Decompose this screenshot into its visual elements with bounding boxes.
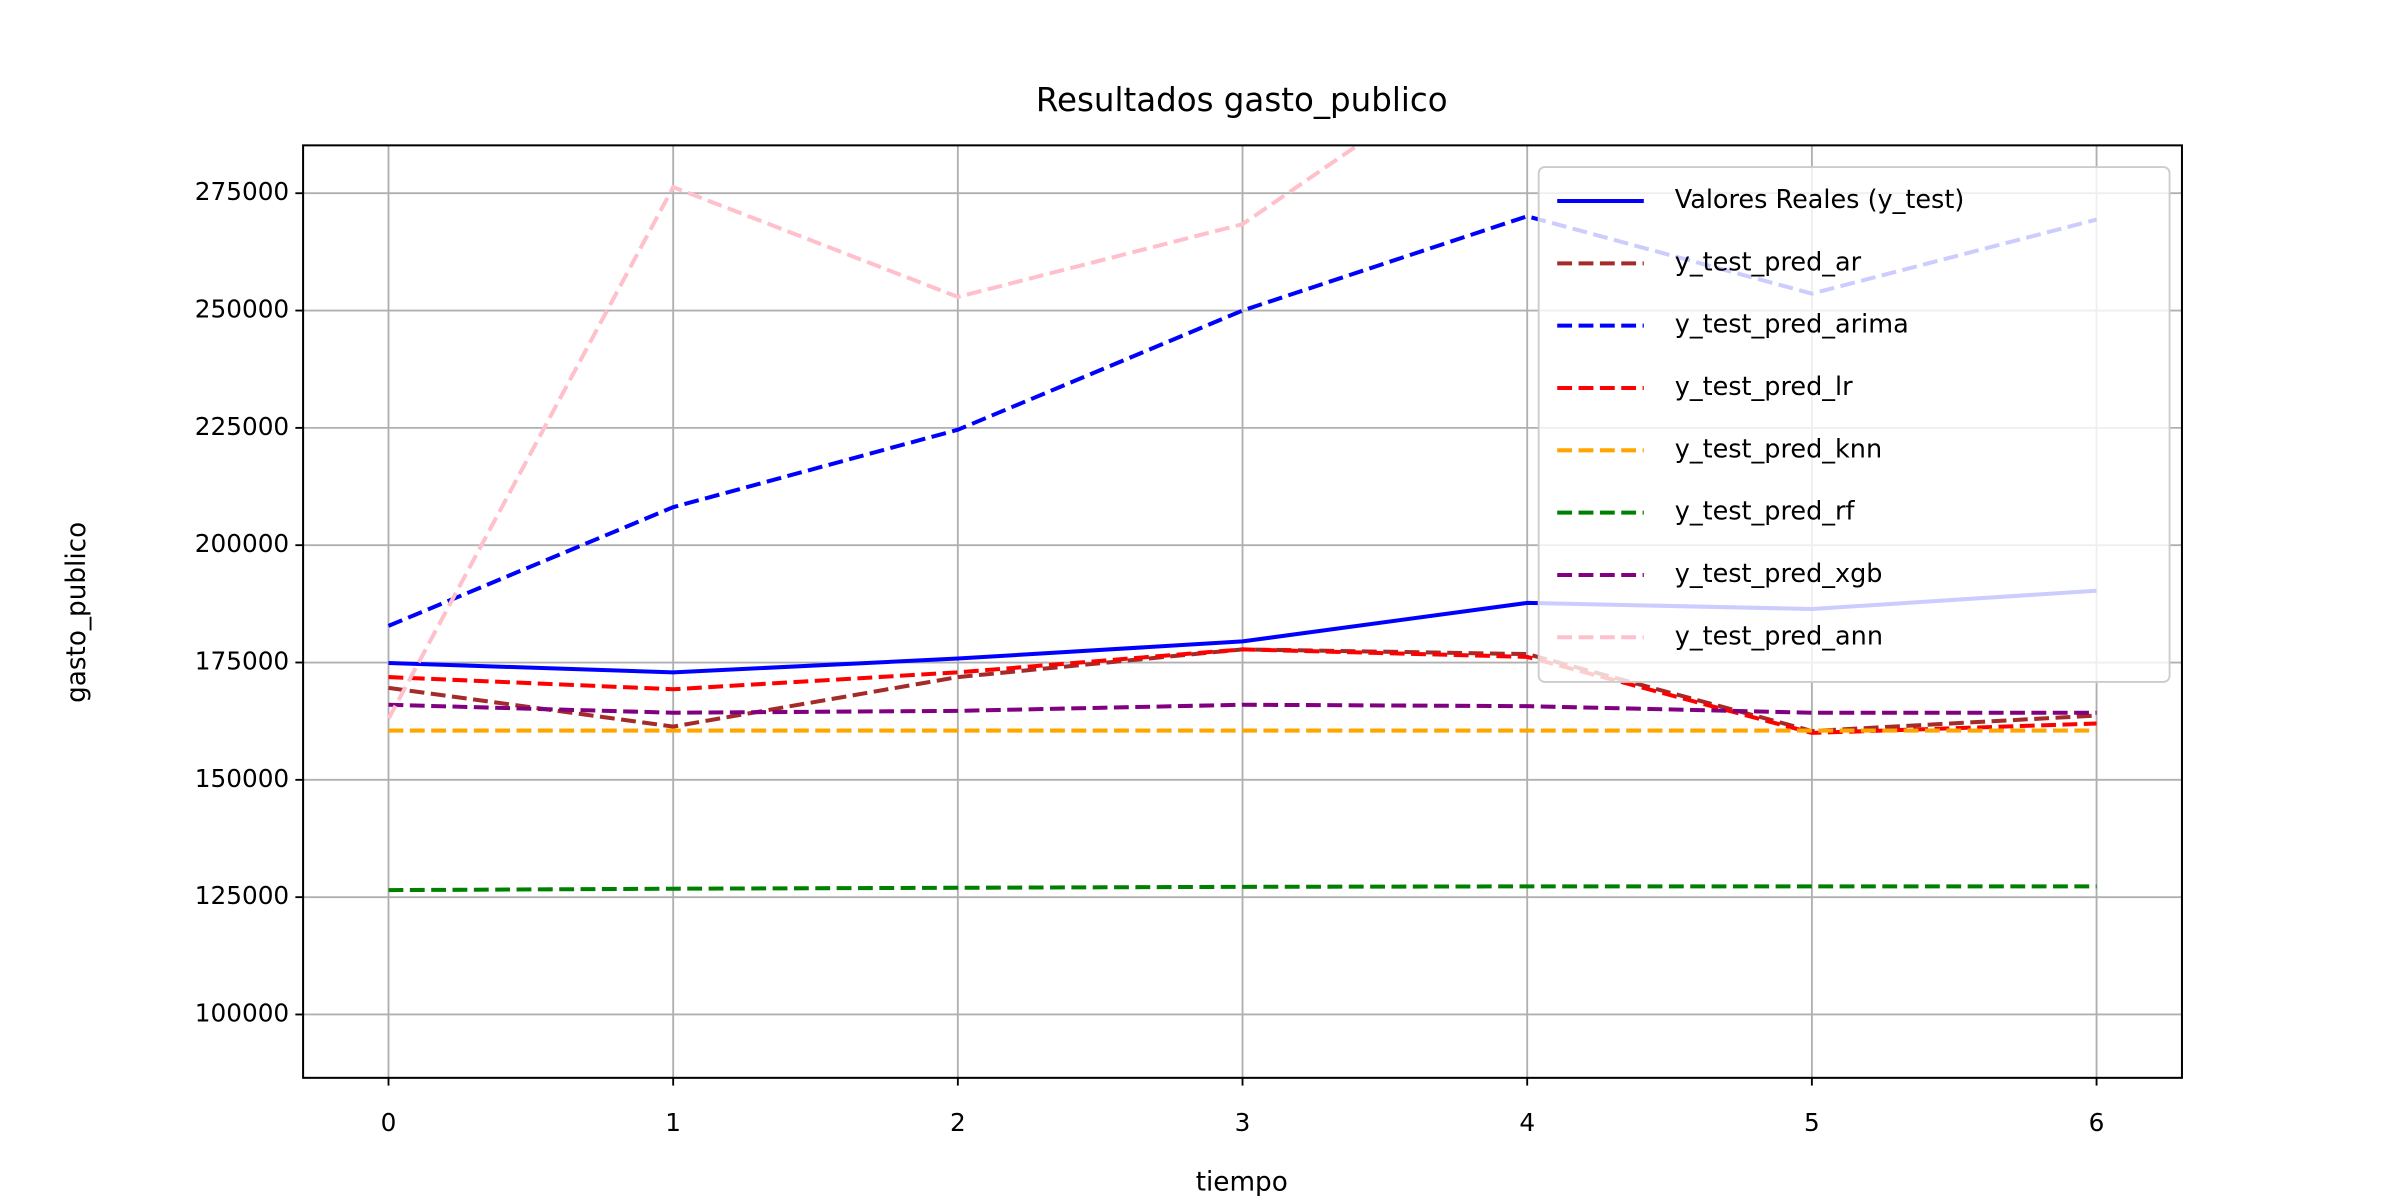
legend-label: y_test_pred_xgb [1675,559,1883,589]
series-line [388,702,2097,715]
legend-label: y_test_pred_ar [1675,247,1862,277]
x-tick-label: 5 [1804,1108,1820,1137]
legend-label: y_test_pred_knn [1675,434,1882,464]
legend-label: y_test_pred_arima [1675,310,1909,340]
x-tick-label: 2 [950,1108,966,1137]
series-line [388,647,2097,735]
legend-box [1537,166,2171,683]
series-line [388,884,2097,893]
x-tick-label: 0 [381,1108,397,1137]
legend-label: Valores Reales (y_test) [1675,185,1965,215]
x-tick-label: 1 [665,1108,681,1137]
x-tick-label: 4 [1519,1108,1535,1137]
y-tick-label: 125000 [195,881,289,910]
legend-label: y_test_pred_rf [1675,497,1856,527]
x-axis-label: tiempo [1196,1167,1288,1197]
legend-label: y_test_pred_lr [1675,372,1853,402]
legend: Valores Reales (y_test) y_test_pred_ar y_t… [1537,166,2171,683]
y-tick-label: 275000 [195,177,289,206]
series-line [386,145,1362,720]
x-tick-label: 3 [1235,1108,1251,1137]
chart-title: Resultados gasto_publico [1036,81,1448,119]
y-axis-label: gasto_publico [62,522,92,703]
x-tick-label: 6 [2089,1108,2105,1137]
y-tick-label: 200000 [195,529,289,558]
y-tick-label: 150000 [195,764,289,793]
ticks: 100000 125000 150000 175000 200000 225000 2500… [195,177,2105,1137]
y-tick-label: 250000 [195,295,289,324]
y-tick-label: 225000 [195,412,289,441]
y-tick-label: 100000 [195,998,289,1027]
y-tick-label: 175000 [195,647,289,676]
legend-label: y_test_pred_ann [1675,621,1883,651]
